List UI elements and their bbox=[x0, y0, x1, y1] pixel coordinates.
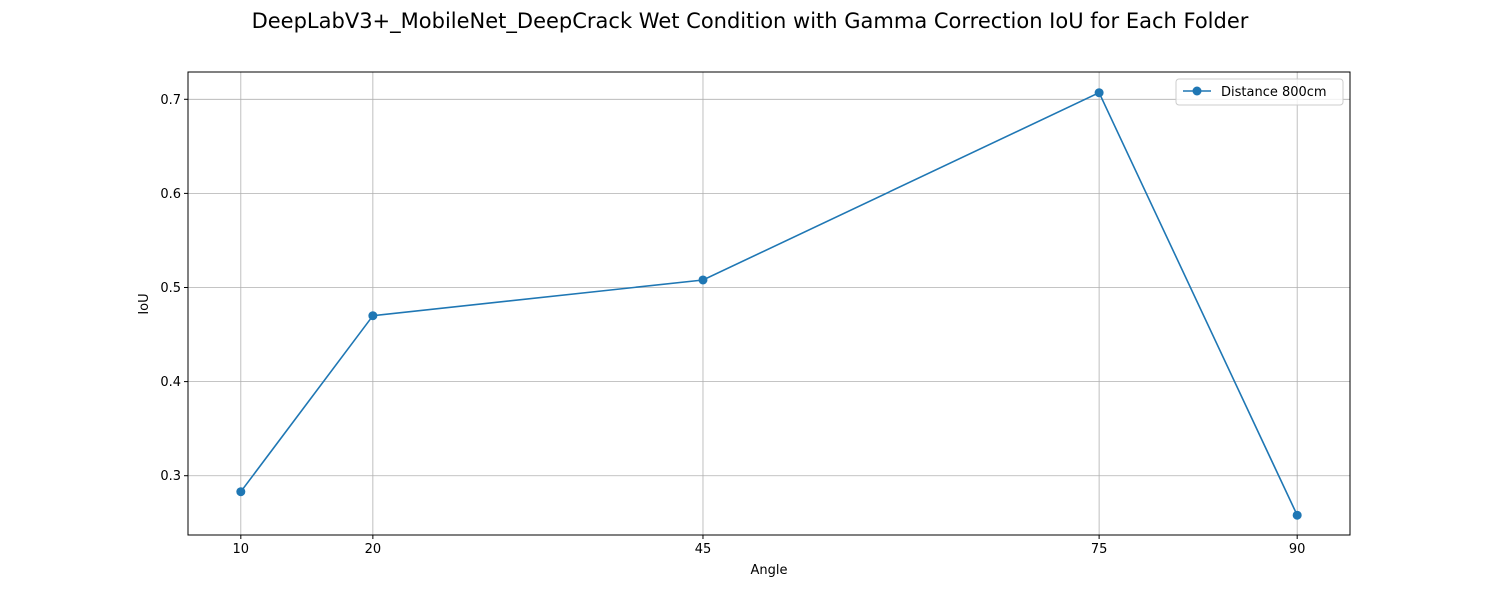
series-group bbox=[236, 88, 1302, 520]
y-tick-label: 0.5 bbox=[160, 281, 181, 296]
y-tick-label: 0.4 bbox=[160, 375, 181, 390]
data-point bbox=[236, 487, 246, 497]
data-point bbox=[1094, 88, 1104, 98]
data-point bbox=[1292, 510, 1302, 520]
x-tick-label: 75 bbox=[1091, 542, 1108, 557]
data-point bbox=[698, 275, 708, 285]
plot-area-frame bbox=[187, 71, 1351, 536]
chart-title: DeepLabV3+_MobileNet_DeepCrack Wet Condi… bbox=[252, 9, 1249, 34]
y-tick-label: 0.6 bbox=[160, 187, 181, 202]
x-tick-label: 45 bbox=[695, 542, 712, 557]
y-axis-ticks: 0.3 0.4 0.5 0.6 0.7 bbox=[160, 93, 188, 484]
grid-lines bbox=[188, 72, 1350, 535]
y-tick-label: 0.7 bbox=[160, 93, 181, 108]
x-tick-label: 10 bbox=[233, 542, 250, 557]
series-line bbox=[240, 91, 1298, 516]
legend-marker bbox=[1192, 86, 1202, 96]
x-axis-label: Angle bbox=[751, 563, 788, 578]
y-axis-label: IoU bbox=[137, 293, 152, 314]
legend-box bbox=[1175, 78, 1344, 106]
x-axis-ticks: 10 20 45 75 90 bbox=[233, 535, 1306, 557]
legend-label: Distance 800cm bbox=[1221, 85, 1327, 100]
data-point bbox=[368, 311, 378, 321]
y-tick-label: 0.3 bbox=[160, 469, 181, 484]
x-tick-label: 90 bbox=[1289, 542, 1306, 557]
x-tick-label: 20 bbox=[365, 542, 382, 557]
legend: Distance 800cm bbox=[1175, 78, 1344, 106]
